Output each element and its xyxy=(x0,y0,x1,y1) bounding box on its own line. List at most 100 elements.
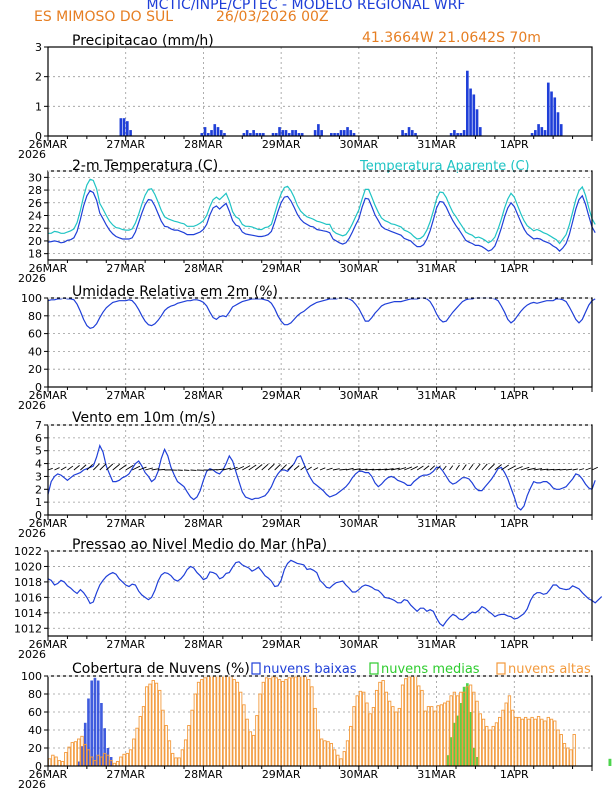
cloud-bar-mid xyxy=(469,712,472,766)
precip-bar xyxy=(342,130,346,136)
cloud-bar-low xyxy=(426,706,431,767)
humidity-y-tick-label: 40 xyxy=(28,345,42,358)
wind-direction-arrow xyxy=(507,465,516,471)
wind-x-tick-label: 26MAR xyxy=(29,517,68,530)
cloud-bar-low xyxy=(562,743,567,767)
wind-x-tick-label: 27MAR xyxy=(106,517,145,530)
wind-direction-arrow xyxy=(559,468,567,471)
precip-y-tick-label: 0 xyxy=(35,130,42,143)
wind-direction-arrow xyxy=(429,465,436,471)
cloud-bar-low xyxy=(323,740,327,767)
cloud-bar-low xyxy=(368,713,372,767)
temperature-x-tick-label: 30MAR xyxy=(340,262,379,275)
location-label: ES MIMOSO DO SUL xyxy=(34,9,174,25)
temperature-y-tick-label: 20 xyxy=(28,235,42,248)
cloud-bar-low xyxy=(245,718,249,767)
precip-bar xyxy=(556,112,560,136)
cloud-bar-low xyxy=(313,707,317,767)
cloud-bar-low xyxy=(255,715,259,767)
cloud-bar-mid xyxy=(456,715,459,766)
cloud-bar-low xyxy=(222,675,227,767)
cloud-bar-low xyxy=(261,681,266,767)
precip-bar xyxy=(200,133,204,136)
wind-year-label: 2026 xyxy=(18,527,46,540)
precip-bar xyxy=(534,130,537,136)
cloud-bar-low xyxy=(190,709,194,767)
cloud-bar-low xyxy=(235,681,240,767)
wind-direction-arrow xyxy=(280,464,287,471)
pressure-year-label: 2026 xyxy=(18,648,46,661)
cloud-bar-low xyxy=(527,718,531,767)
wind-direction-arrow xyxy=(254,464,263,471)
humidity-x-tick-label: 27MAR xyxy=(106,389,145,402)
precip-bar xyxy=(278,127,281,136)
precip-year-label: 2026 xyxy=(18,148,46,161)
wind-direction-arrow xyxy=(261,463,269,471)
clouds-x-tick-label: 27MAR xyxy=(106,768,145,781)
wind-direction-arrow xyxy=(151,468,160,471)
precip-x-tick-label: 27MAR xyxy=(106,138,145,151)
precip-bar xyxy=(287,133,291,136)
cloud-bar-low xyxy=(187,725,191,767)
wind-direction-arrow xyxy=(274,463,281,471)
cloud-bar-low xyxy=(138,716,142,767)
pressure-x-tick-label: 1APR xyxy=(500,638,529,651)
legend-nuvens-altas: nuvens altas xyxy=(508,662,591,677)
cloud-bar-low xyxy=(417,685,421,767)
cloud-bar-low xyxy=(536,716,541,767)
cloud-bar-low xyxy=(569,749,573,767)
clouds-x-tick-label: 29MAR xyxy=(262,768,301,781)
clouds-y-tick-label: 0 xyxy=(35,760,42,773)
cloud-bar-low xyxy=(158,689,162,767)
wind-direction-arrow xyxy=(73,465,80,471)
cloud-bar-low xyxy=(306,679,311,767)
temperature-x-tick-label: 28MAR xyxy=(184,262,223,275)
cloud-bar-low xyxy=(141,706,146,767)
wind-y-tick-label: 1 xyxy=(35,496,42,509)
cloud-bar-low xyxy=(154,682,159,767)
wind-direction-arrow xyxy=(533,468,543,471)
cloud-bar-high xyxy=(106,748,110,766)
wind-direction-arrow xyxy=(112,463,120,471)
wind-direction-arrow xyxy=(488,463,495,471)
cloud-bar-low xyxy=(430,706,434,767)
pressure-frame xyxy=(47,550,593,637)
cloud-bar-low xyxy=(206,675,210,767)
precip-bar xyxy=(459,133,463,136)
cloud-bar-mid xyxy=(462,686,466,766)
pressure-series-line xyxy=(47,559,603,627)
precip-frame xyxy=(47,46,593,137)
humidity-x-tick-label: 31MAR xyxy=(417,389,456,402)
precip-bar xyxy=(404,133,408,136)
precip-bar xyxy=(291,130,294,136)
humidity-x-tick-label: 28MAR xyxy=(184,389,223,402)
cloud-bar-low xyxy=(290,677,295,767)
precip-bar xyxy=(206,133,210,136)
cloud-bar-low xyxy=(226,675,230,767)
wind-direction-arrow xyxy=(99,463,107,471)
cloud-bar-low xyxy=(297,675,301,767)
precip-bar xyxy=(333,133,336,136)
cloud-bar-low xyxy=(70,742,74,767)
cloud-bar-low xyxy=(504,702,508,767)
cloud-bar-low xyxy=(391,706,395,767)
cloud-bar-low xyxy=(281,680,285,767)
cloud-bar-low xyxy=(543,720,547,767)
precip-bar xyxy=(543,130,547,136)
legend-nuvens-baixas: nuvens baixas xyxy=(263,662,357,677)
precip-y-tick-label: 3 xyxy=(35,41,42,54)
humidity-y-tick-label: 20 xyxy=(28,363,42,376)
cloud-bar-low xyxy=(540,718,544,767)
cloud-bar-low xyxy=(533,718,538,767)
wind-direction-arrow xyxy=(514,466,523,471)
cloud-bar-high xyxy=(103,728,106,766)
wind-direction-arrow xyxy=(93,463,100,471)
wind-direction-arrow xyxy=(47,467,53,471)
wind-direction-arrow xyxy=(138,466,147,471)
cloud-bar-low xyxy=(336,754,340,767)
humidity-y-tick-label: 80 xyxy=(28,310,42,323)
precip-bar xyxy=(258,133,262,136)
wind-direction-arrow xyxy=(481,463,488,471)
precip-x-tick-label: 31MAR xyxy=(417,138,456,151)
precip-bar xyxy=(262,133,265,136)
